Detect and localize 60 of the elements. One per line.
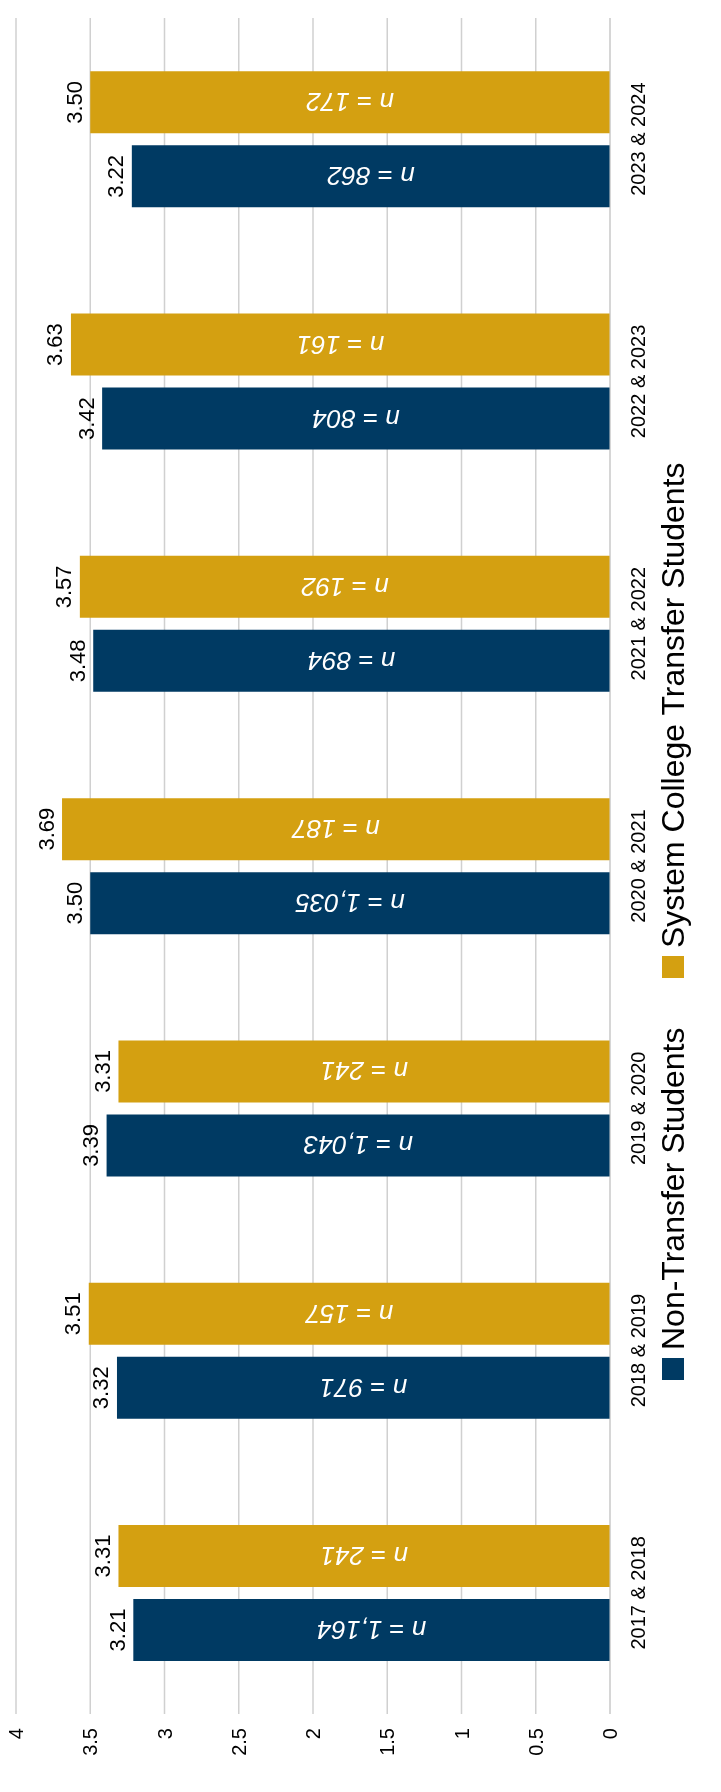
annotation: n = 894 (307, 645, 396, 676)
x-tick-label: 0 (599, 1728, 621, 1740)
x-tick-label: 0.5 (524, 1728, 547, 1756)
annotation: n = 172 (305, 87, 394, 118)
data-label: 3.21 (104, 1608, 130, 1652)
data-label: 3.42 (73, 397, 99, 440)
data-label: 3.63 (42, 323, 68, 366)
data-label: 3.31 (89, 1050, 115, 1093)
data-label: 3.22 (103, 154, 129, 198)
annotation: n = 192 (300, 571, 389, 602)
annotation: n = 157 (304, 1298, 394, 1329)
y-tick-label: 2019 & 2020 (627, 1051, 649, 1165)
y-tick-label: 2022 & 2023 (627, 324, 649, 439)
annotation: n = 187 (290, 814, 380, 845)
data-label: 3.32 (88, 1366, 114, 1410)
data-label: 3.39 (78, 1124, 104, 1167)
data-label: 3.57 (51, 565, 77, 609)
data-label: 3.50 (61, 80, 87, 124)
y-tick-label: 2017 & 2018 (627, 1536, 649, 1650)
x-tick-label: 3.5 (79, 1728, 102, 1756)
bar (79, 555, 610, 618)
bar (93, 629, 610, 692)
bar (118, 1040, 610, 1103)
bar (90, 71, 610, 134)
text: System College Transfer Students (655, 461, 692, 948)
bar (133, 1599, 610, 1662)
bar (62, 798, 610, 861)
bar (102, 387, 610, 450)
annotation: n = 1,164 (317, 1615, 427, 1646)
x-tick-label: 3 (153, 1728, 176, 1740)
annotation: n = 862 (326, 161, 415, 192)
data-label: 3.31 (89, 1534, 115, 1578)
annotation: n = 971 (319, 1372, 408, 1403)
y-tick-label: 2021 & 2022 (627, 567, 649, 681)
bar (116, 1356, 610, 1419)
y-tick-label: 2023 & 2024 (627, 82, 649, 196)
annotation: n = 804 (312, 403, 400, 434)
bar (131, 145, 610, 208)
bar (88, 1282, 610, 1345)
x-tick-label: 1 (450, 1728, 473, 1740)
data-label: 3.51 (60, 1292, 86, 1336)
bar (118, 1525, 610, 1588)
annotation: n = 1,043 (303, 1130, 413, 1161)
x-tick-label: 2.5 (227, 1728, 250, 1756)
bar (90, 872, 610, 935)
x-tick-label: 4 (5, 1728, 27, 1740)
annotation: n = 1,035 (295, 888, 405, 919)
y-tick-label: 2018 & 2019 (627, 1293, 649, 1408)
x-tick-label: 1.5 (376, 1728, 399, 1756)
y-tick-label: 2020 & 2021 (627, 809, 649, 923)
data-label: 3.48 (64, 639, 90, 683)
annotation: n = 241 (320, 1541, 408, 1572)
x-tick-label: 2 (302, 1728, 324, 1740)
bar (106, 1114, 610, 1177)
bar (70, 313, 610, 376)
data-label: 3.69 (33, 807, 59, 851)
annotation: n = 241 (320, 1056, 408, 1087)
data-label: 3.50 (61, 881, 87, 925)
annotation: n = 161 (296, 329, 385, 360)
text: Non-Transfer Students (655, 1027, 692, 1351)
